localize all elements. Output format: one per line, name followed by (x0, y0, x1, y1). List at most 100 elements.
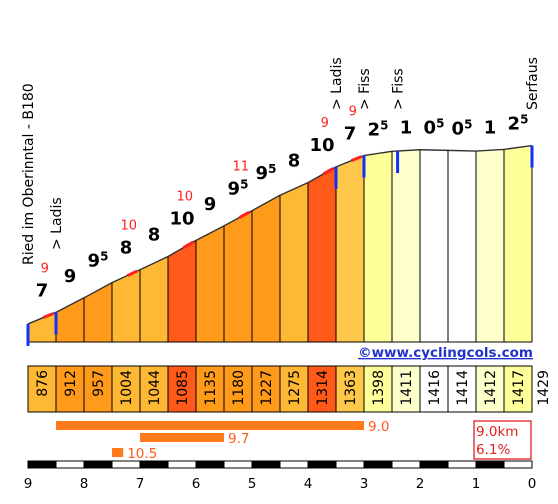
profile-segment (420, 149, 448, 342)
gradient-label: 8 (148, 225, 161, 246)
gradient-decimal: 5 (100, 250, 108, 264)
gradient-label: 9 (64, 266, 77, 287)
gradient-main: 0 (424, 118, 437, 139)
x-tick-label: 6 (192, 476, 201, 492)
altitude-label: 1412 (483, 370, 499, 406)
altitude-label: 1004 (119, 370, 135, 406)
profile-outline (447, 149, 477, 152)
profile-segment (196, 225, 224, 342)
scale-segment (503, 460, 533, 469)
profile-segment (476, 149, 504, 342)
gradient-main: 9 (256, 163, 269, 184)
scale-segment (335, 460, 365, 469)
km-scale-bar (27, 460, 533, 469)
altitude-label: 1180 (231, 370, 247, 406)
climb-bar (56, 421, 364, 430)
profile-segment (252, 195, 280, 342)
altitude-label: 957 (91, 370, 107, 397)
gradient-main: 2 (508, 114, 521, 135)
scale-segment (55, 460, 85, 469)
profile-segment (504, 145, 532, 342)
gradient-label: 25 (368, 118, 389, 140)
scale-segment (111, 460, 141, 469)
gradient-label: 05 (424, 117, 445, 139)
location-label: > Ladis (329, 57, 345, 110)
climb-bar-label: 10.5 (127, 446, 157, 462)
max-gradient-mark (322, 167, 334, 176)
altitude-cell (55, 365, 85, 413)
profile-outline (279, 182, 309, 196)
scale-segment (83, 460, 113, 469)
scale-segment (27, 460, 57, 469)
altitude-label: 1398 (371, 370, 387, 406)
location-labels: Ried im Oberinntal - B180 > Ladis > Ladis >… (21, 57, 541, 265)
gradient-label: 25 (508, 113, 529, 135)
scale-segment (195, 460, 225, 469)
gradient-label: 8 (120, 238, 133, 259)
max-gradient-mark (42, 312, 54, 319)
profile-outline (363, 150, 393, 157)
altitude-label: 1429 (536, 370, 552, 406)
gradient-decimal: 5 (520, 113, 528, 127)
gradient-label: 10 (309, 135, 334, 156)
scale-segment (447, 460, 477, 469)
climb-bars: 9.0 9.7 10.5 (56, 419, 389, 462)
max-gradient-label: 10 (121, 219, 138, 234)
gradient-label: 10 (169, 208, 194, 229)
x-tick-label: 9 (24, 476, 33, 492)
location-label: Serfaus (525, 57, 541, 110)
x-tick-label: 0 (528, 476, 537, 492)
gradient-label: 1 (400, 118, 413, 139)
x-tick-label: 8 (80, 476, 89, 492)
gradient-label: 95 (256, 162, 277, 184)
profile-segment (84, 282, 112, 342)
altitude-cell (167, 365, 197, 413)
scale-segment (307, 460, 337, 469)
profile-segment (140, 256, 168, 342)
profile-outline (139, 255, 169, 271)
gradient-decimal: 5 (268, 162, 276, 176)
x-tick-labels: 9 8 7 6 5 4 3 2 1 0 (24, 476, 537, 492)
altitude-label: 1363 (343, 370, 359, 406)
profile-areas (28, 145, 532, 342)
scale-segment (475, 460, 505, 469)
gradient-decimal: 5 (240, 178, 248, 192)
gradient-main: 0 (452, 118, 465, 139)
max-gradient-mark (350, 155, 362, 163)
segment-dividers (27, 144, 533, 343)
scale-segment (419, 460, 449, 469)
climb-bar (112, 448, 124, 457)
x-tick-label: 1 (472, 476, 481, 492)
gradient-decimal: 5 (436, 117, 444, 131)
profile-outline (55, 297, 85, 313)
gradient-main: 9 (228, 179, 241, 200)
altitude-label: 912 (63, 370, 79, 397)
profile-outline (251, 194, 281, 212)
altitude-label: 876 (35, 370, 51, 397)
x-tick-label: 5 (248, 476, 257, 492)
location-label: Ried im Oberinntal - B180 (21, 83, 37, 265)
summary-gradient: 6.1% (476, 442, 510, 458)
gradient-label: 7 (344, 124, 357, 145)
profile-segment (280, 182, 308, 342)
altitude-cell (139, 365, 169, 413)
x-tick-label: 4 (304, 476, 313, 492)
x-tick-label: 3 (360, 476, 369, 492)
max-gradient-label: 9 (321, 116, 329, 131)
scale-segment (279, 460, 309, 469)
summary-box (473, 420, 532, 460)
gradient-label: 7 (36, 280, 49, 301)
gradient-label: 95 (228, 178, 249, 200)
altitude-label: 1314 (315, 370, 331, 406)
altitude-cell (279, 365, 309, 413)
location-label: > Fiss (391, 68, 407, 110)
gradient-main: 2 (368, 119, 381, 140)
profile-segment (392, 149, 420, 342)
credit-link[interactable]: ©www.cyclingcols.com (358, 345, 533, 361)
altitude-label: 1044 (147, 370, 163, 406)
altitude-label: 1411 (399, 370, 415, 406)
x-tick-label: 7 (136, 476, 145, 492)
